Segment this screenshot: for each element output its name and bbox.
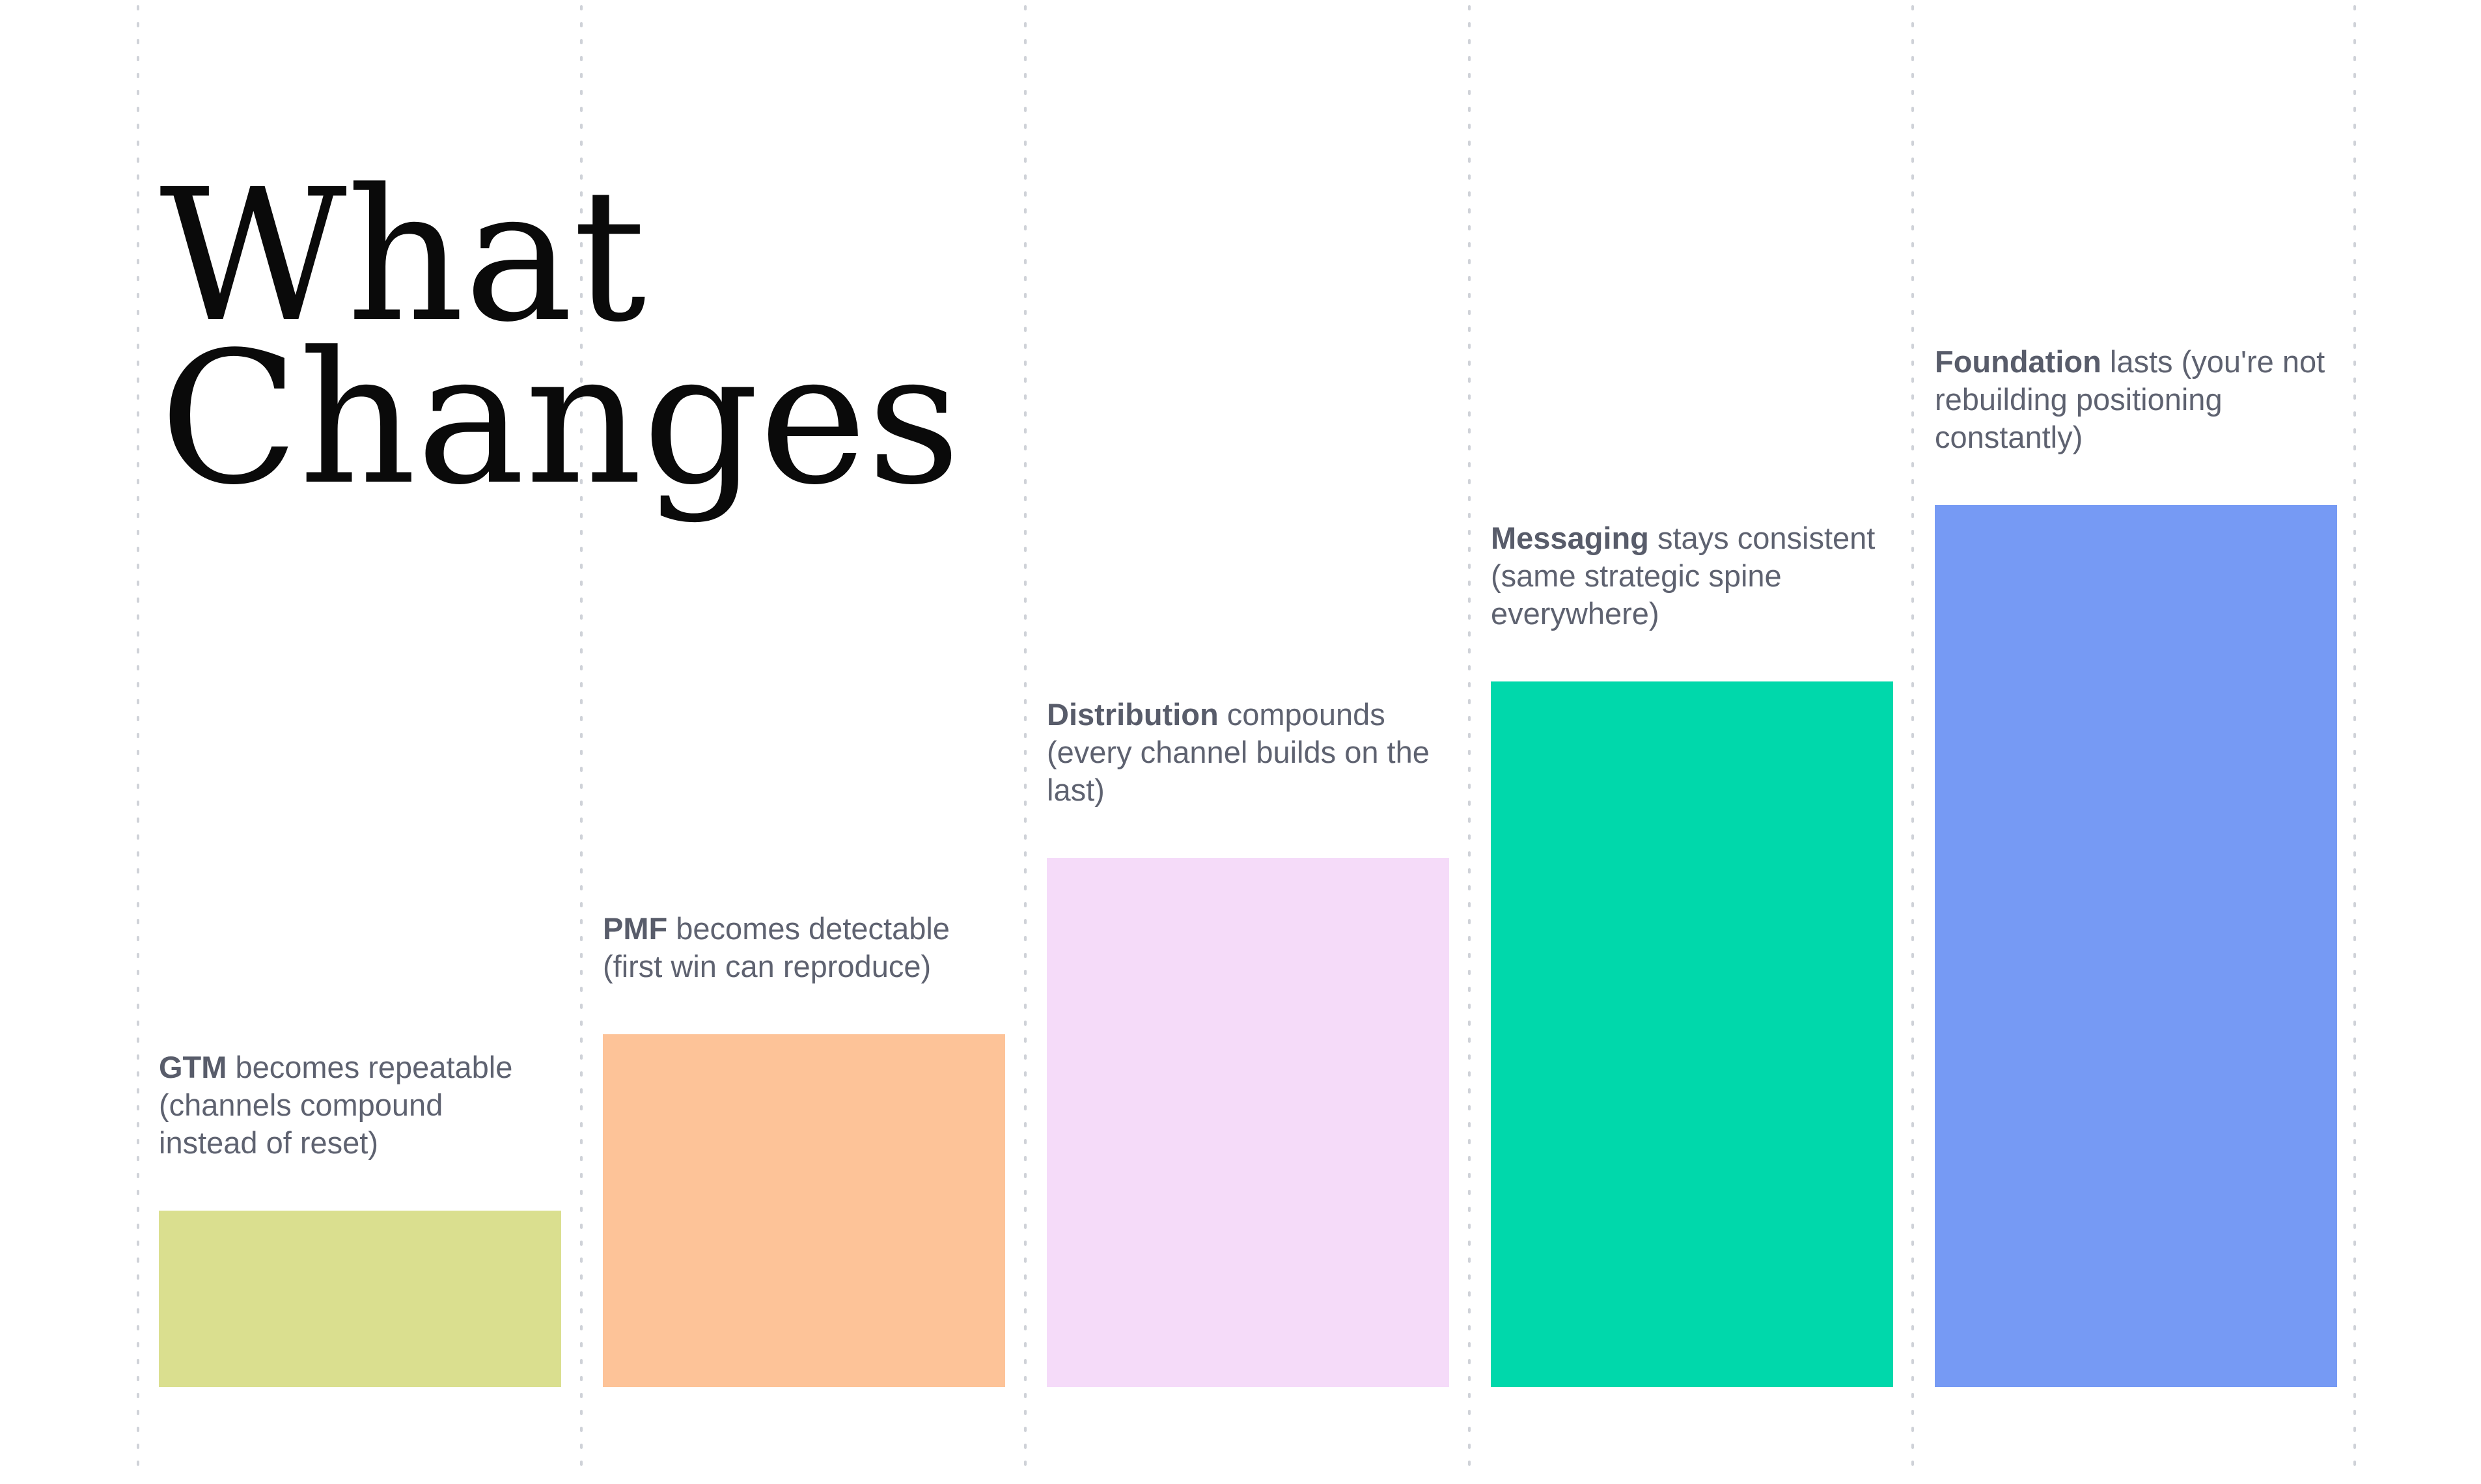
bar-label-gtm: GTM becomes repeatable (channels compound… — [159, 1050, 512, 1160]
chart-title: What Changes — [159, 150, 960, 525]
bar-label-messaging-line-1: everywhere) — [1491, 596, 1659, 631]
bar-label-gtm-line-1: instead of reset) — [159, 1125, 378, 1160]
title-line-what: What — [159, 150, 647, 363]
bar-label-messaging: Messaging stays consistent (same strategi… — [1491, 521, 1875, 631]
bar-label-messaging-line-0: (same strategic spine — [1491, 558, 1782, 593]
bars — [159, 505, 2337, 1387]
bar-labels: GTM becomes repeatable (channels compound… — [159, 344, 2325, 1160]
bar-label-messaging-headline: stays consistent — [1649, 521, 1875, 555]
bar-label-foundation-line-1: constantly) — [1935, 420, 2083, 454]
bar-pmf — [603, 1034, 1005, 1387]
bar-label-gtm-line-0: (channels compound — [159, 1088, 443, 1122]
bar-label-foundation-headline: lasts (you're not — [2101, 344, 2325, 379]
bar-label-distribution-headline: compounds — [1219, 697, 1385, 732]
title-line-changes: Changes — [159, 313, 960, 525]
bar-label-distribution-line-0: (every channel builds on the — [1047, 735, 1430, 769]
bar-label-distribution-keyword: Distribution — [1047, 697, 1219, 732]
bar-label-pmf: PMF becomes detectable (first win can rep… — [603, 911, 950, 983]
bar-label-foundation: Foundation lasts (you're not rebuilding p… — [1935, 344, 2325, 454]
bar-label-gtm-keyword: GTM — [159, 1050, 227, 1084]
bar-label-pmf-line-0: (first win can reproduce) — [603, 949, 931, 983]
bar-foundation — [1935, 505, 2337, 1387]
bar-label-pmf-keyword: PMF — [603, 911, 667, 946]
bar-label-foundation-keyword: Foundation — [1935, 344, 2101, 379]
bar-label-gtm-headline: becomes repeatable — [227, 1050, 512, 1084]
bar-gtm — [159, 1211, 561, 1387]
bar-label-pmf-headline: becomes detectable — [667, 911, 950, 946]
bar-label-distribution-line-1: last) — [1047, 773, 1105, 807]
bar-label-distribution: Distribution compounds (every channel bui… — [1047, 697, 1430, 807]
bar-distribution — [1047, 858, 1449, 1387]
bar-label-messaging-keyword: Messaging — [1491, 521, 1649, 555]
bar-messaging — [1491, 681, 1893, 1387]
bar-label-foundation-line-0: rebuilding positioning — [1935, 382, 2223, 417]
